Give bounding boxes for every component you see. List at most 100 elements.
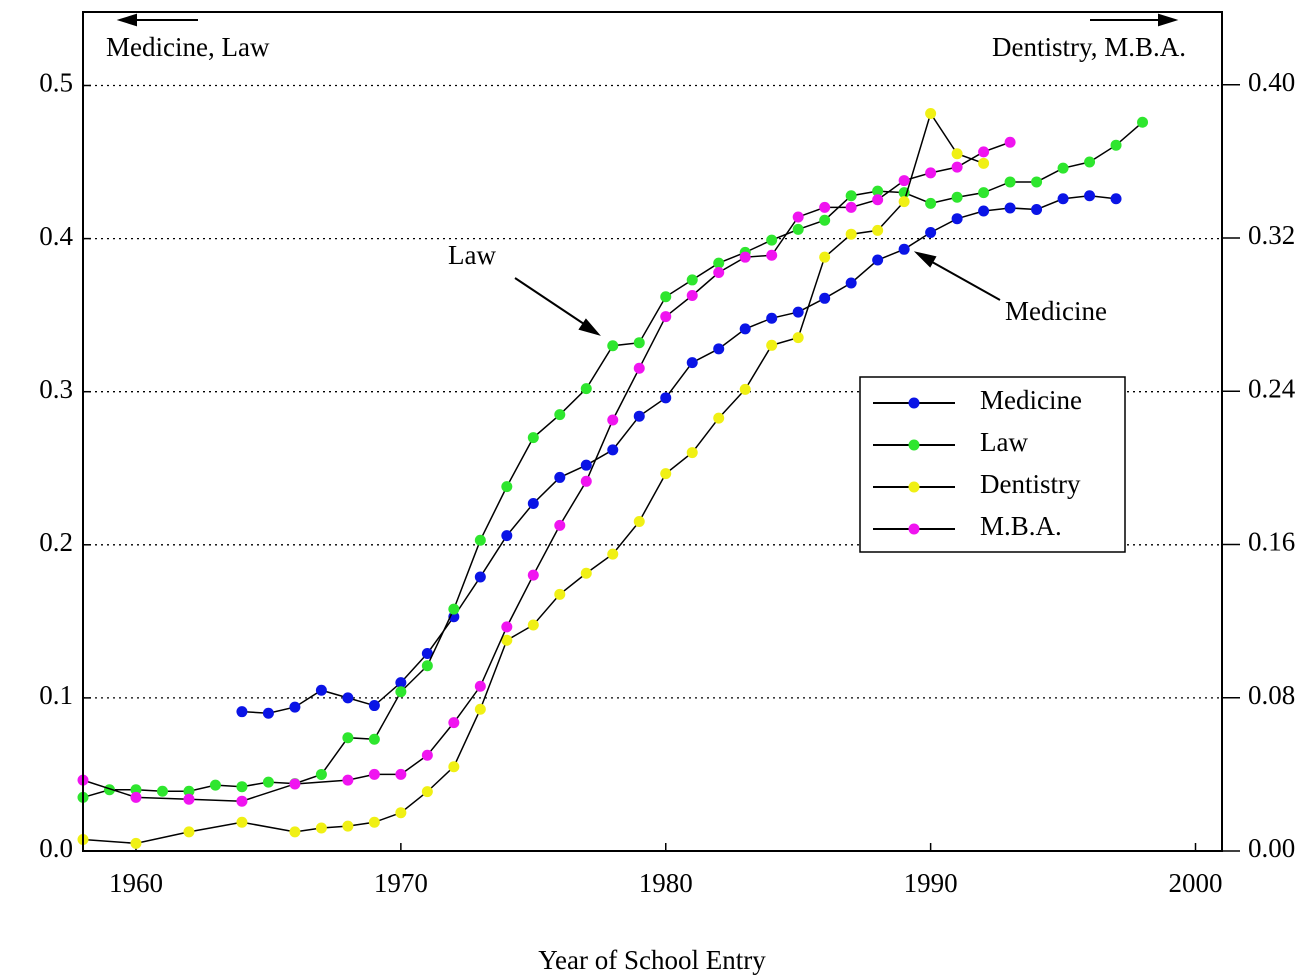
legend: Medicine Law Dentistry M.B.A. [859, 376, 1126, 553]
data-point [660, 291, 672, 303]
data-point [1057, 193, 1069, 205]
y2-tick-label: 0.16 [1248, 527, 1295, 557]
data-point [501, 621, 513, 633]
legend-marker [908, 481, 920, 493]
arrow [514, 277, 601, 336]
legend-label: M.B.A. [980, 511, 1062, 541]
data-point [660, 468, 672, 480]
arrow [116, 13, 198, 27]
data-point [845, 277, 857, 289]
data-point [342, 732, 354, 744]
data-point [633, 337, 645, 349]
data-point [607, 340, 619, 352]
data-point [978, 157, 990, 169]
data-point [978, 146, 990, 158]
data-point [872, 185, 884, 197]
data-point [1057, 162, 1069, 174]
data-point [580, 567, 592, 579]
data-point [368, 816, 380, 828]
data-point [448, 603, 460, 615]
data-point [315, 822, 327, 834]
data-point [978, 205, 990, 217]
x-tick-label: 1980 [639, 868, 693, 898]
x-tick-label: 1970 [374, 868, 428, 898]
data-point [421, 749, 433, 761]
data-point [315, 684, 327, 696]
legend-label: Law [980, 427, 1028, 457]
data-point [925, 167, 937, 179]
data-point [1031, 204, 1043, 216]
data-point [130, 791, 142, 803]
data-point [501, 634, 513, 646]
data-point [819, 292, 831, 304]
data-point [554, 588, 566, 600]
data-point [315, 768, 327, 780]
data-point [183, 793, 195, 805]
data-point [872, 194, 884, 206]
data-point [872, 224, 884, 236]
data-point [554, 409, 566, 421]
data-point [792, 332, 804, 344]
data-point [289, 826, 301, 838]
annotation: Law [448, 240, 496, 270]
x-tick-label: 2000 [1169, 868, 1223, 898]
data-point [951, 213, 963, 225]
data-point [342, 774, 354, 786]
plot-frame [82, 11, 1223, 852]
data-point [236, 816, 248, 828]
data-point [766, 249, 778, 261]
data-point [951, 161, 963, 173]
data-point [527, 569, 539, 581]
data-point [448, 761, 460, 773]
data-point [792, 211, 804, 223]
data-point [262, 707, 274, 719]
y-tick-label: 0.3 [39, 374, 73, 404]
series-line [82, 111, 984, 845]
data-point [978, 187, 990, 199]
data-point [713, 257, 725, 269]
legend-marker [908, 439, 920, 451]
data-point [898, 196, 910, 208]
data-point [368, 768, 380, 780]
data-point [925, 226, 937, 238]
data-point [819, 201, 831, 213]
data-point [103, 784, 115, 796]
data-point [925, 108, 937, 120]
data-point [342, 692, 354, 704]
data-point [766, 339, 778, 351]
x-tick-label: 1990 [904, 868, 958, 898]
y2-tick-label: 0.08 [1248, 680, 1295, 710]
data-point [1084, 190, 1096, 202]
y-tick-label: 0.2 [39, 527, 73, 557]
data-point [925, 197, 937, 209]
legend-marker [908, 523, 920, 535]
data-point [395, 768, 407, 780]
data-point [236, 795, 248, 807]
data-point [156, 785, 168, 797]
legend-label: Dentistry [980, 469, 1081, 499]
data-point [633, 362, 645, 374]
y-tick-label: 0.1 [39, 680, 73, 710]
data-point [289, 778, 301, 790]
data-point [713, 343, 725, 355]
data-point [1004, 176, 1016, 188]
data-point [1110, 139, 1122, 151]
data-point [845, 228, 857, 240]
data-point [395, 677, 407, 689]
data-point [845, 190, 857, 202]
data-point [872, 254, 884, 266]
data-point [395, 807, 407, 819]
data-point [421, 660, 433, 672]
data-point [474, 680, 486, 692]
data-point [1137, 116, 1149, 128]
data-point [819, 214, 831, 226]
data-point [898, 175, 910, 187]
data-point [1004, 136, 1016, 148]
data-point [130, 837, 142, 849]
data-point [633, 516, 645, 528]
x-tick-label: 1960 [109, 868, 163, 898]
data-point [607, 548, 619, 560]
data-point [421, 786, 433, 798]
data-point [792, 223, 804, 235]
data-point [474, 534, 486, 546]
